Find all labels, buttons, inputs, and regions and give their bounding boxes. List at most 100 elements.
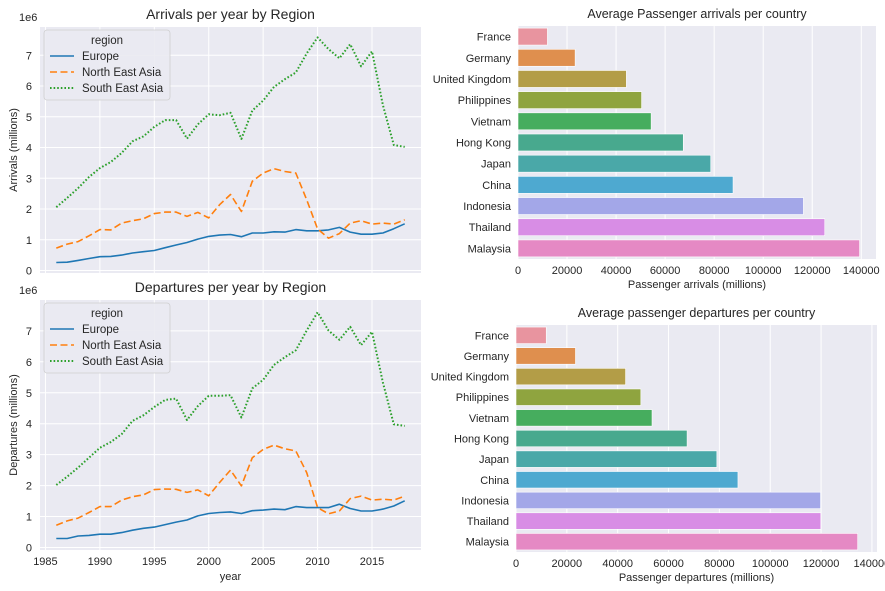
category-label: Germany <box>466 53 512 65</box>
departures-line-chart: 1985 1990 1995 2000 2005 2010 2015 0 1 2 3 4 5 6 7 De… <box>8 279 421 583</box>
y-tick-label: 4 <box>26 419 32 431</box>
x-tick-label: 20000 <box>552 558 583 570</box>
series-line-europe <box>56 500 406 540</box>
x-axis-label: Passenger arrivals (millions) <box>628 279 766 291</box>
x-tick-label: 2000 <box>196 556 220 568</box>
x-ticks: 0 20000 40000 60000 80000 100000 120000 140000 <box>513 558 885 570</box>
bar-japan <box>515 450 718 468</box>
x-axis-label: Passenger departures (millions) <box>619 572 774 584</box>
bar-malaysia <box>517 239 860 258</box>
y-tick-label: 3 <box>26 450 32 462</box>
y-tick-label: 5 <box>26 388 32 400</box>
x-tick-label: 140000 <box>843 265 880 277</box>
bar-vietnam <box>517 112 652 131</box>
x-tick-label: 2005 <box>251 556 275 568</box>
category-label: Malaysia <box>466 537 510 549</box>
bar-indonesia <box>515 491 821 509</box>
category-label: United Kingdom <box>431 372 509 384</box>
x-tick-label: 120000 <box>803 558 840 570</box>
bar-china <box>517 176 734 194</box>
category-label: China <box>482 180 512 192</box>
x-tick-label: 1990 <box>88 556 112 568</box>
y-tick-label: 7 <box>26 50 32 62</box>
x-axis-label: year <box>220 571 242 583</box>
legend-label: North East Asia <box>82 67 162 79</box>
category-label: United Kingdom <box>433 74 511 86</box>
bar-united-kingdom <box>515 368 626 386</box>
category-label: Thailand <box>469 222 511 234</box>
bars <box>517 27 860 258</box>
x-tick-label: 60000 <box>650 265 681 277</box>
offset-label: 1e6 <box>19 285 37 297</box>
chart-title: Departures per year by Region <box>135 279 326 295</box>
x-tick-label: 1985 <box>33 556 57 568</box>
legend-title: region <box>91 308 123 320</box>
x-tick-label: 80000 <box>704 558 735 570</box>
bar-philippines <box>517 91 642 109</box>
x-ticks: 0 20000 40000 60000 80000 100000 120000 140000 <box>515 265 880 277</box>
category-label: Hong Kong <box>454 434 509 446</box>
bar-philippines <box>515 388 642 406</box>
bar-china <box>515 471 739 489</box>
legend-label: South East Asia <box>82 83 164 95</box>
y-tick-label: 7 <box>26 326 32 338</box>
category-label: Japan <box>481 159 511 171</box>
legend: region Europe North East Asia South East As… <box>43 302 171 374</box>
category-label: Thailand <box>467 516 509 528</box>
x-tick-label: 1995 <box>142 556 166 568</box>
x-tick-label: 100000 <box>745 265 782 277</box>
legend-label: North East Asia <box>82 340 162 352</box>
y-tick-label: 6 <box>26 357 32 369</box>
category-label: Philippines <box>456 392 510 404</box>
category-label: China <box>480 475 510 487</box>
category-label: Malaysia <box>468 243 512 255</box>
chart-title: Average Passenger arrivals per country <box>587 7 807 21</box>
bar-thailand <box>515 512 822 530</box>
legend: region Europe North East Asia South East As… <box>43 29 171 101</box>
category-label: Germany <box>464 351 510 363</box>
chart-title: Arrivals per year by Region <box>146 6 315 22</box>
x-tick-label: 40000 <box>602 558 633 570</box>
x-tick-label: 120000 <box>794 265 831 277</box>
legend-label: Europe <box>82 324 119 336</box>
series-line-north-east-asia <box>56 444 405 526</box>
offset-label: 1e6 <box>19 12 37 24</box>
legend-title: region <box>91 35 123 47</box>
bar-germany <box>517 48 576 67</box>
x-tick-label: 20000 <box>552 265 583 277</box>
legend-label: Europe <box>82 51 119 63</box>
bar-japan <box>517 154 712 173</box>
y-tick-label: 1 <box>26 235 32 247</box>
departures-bar-chart: 020000400006000080000100000120000140000 … <box>431 306 885 584</box>
legend-box <box>43 29 171 101</box>
x-tick-label: 2015 <box>360 556 384 568</box>
x-tick-label: 0 <box>513 558 519 570</box>
series-lines <box>55 311 406 540</box>
y-ticks: 0 1 2 3 4 5 6 7 <box>26 50 32 277</box>
bar-malaysia <box>515 533 858 551</box>
y-tick-label: 3 <box>26 173 32 185</box>
x-tick-label: 100000 <box>752 558 789 570</box>
bar-united-kingdom <box>517 70 627 88</box>
y-tick-label: 1 <box>26 512 32 524</box>
x-tick-label: 60000 <box>653 558 684 570</box>
y-tick-label: 0 <box>26 266 32 278</box>
category-label: Japan <box>479 454 509 466</box>
bar-hong-kong <box>517 133 684 152</box>
category-label: Philippines <box>458 95 512 107</box>
series-line-south-east-asia <box>55 36 405 208</box>
y-axis-label: Arrivals (millions) <box>8 108 20 192</box>
arrivals-line-chart: 0 1 2 3 4 5 6 7 Arrivals per year by Region Arr… <box>8 6 421 278</box>
y-tick-label: 2 <box>26 204 32 216</box>
category-label: Hong Kong <box>456 138 511 150</box>
x-tick-label: 140000 <box>854 558 885 570</box>
bar-france <box>515 326 547 344</box>
x-tick-label: 80000 <box>699 265 730 277</box>
bar-indonesia <box>517 197 804 215</box>
category-label: Vietnam <box>471 116 511 128</box>
bar-germany <box>515 347 576 365</box>
category-label: Indonesia <box>463 201 512 213</box>
y-tick-label: 2 <box>26 481 32 493</box>
category-label: France <box>475 330 509 342</box>
